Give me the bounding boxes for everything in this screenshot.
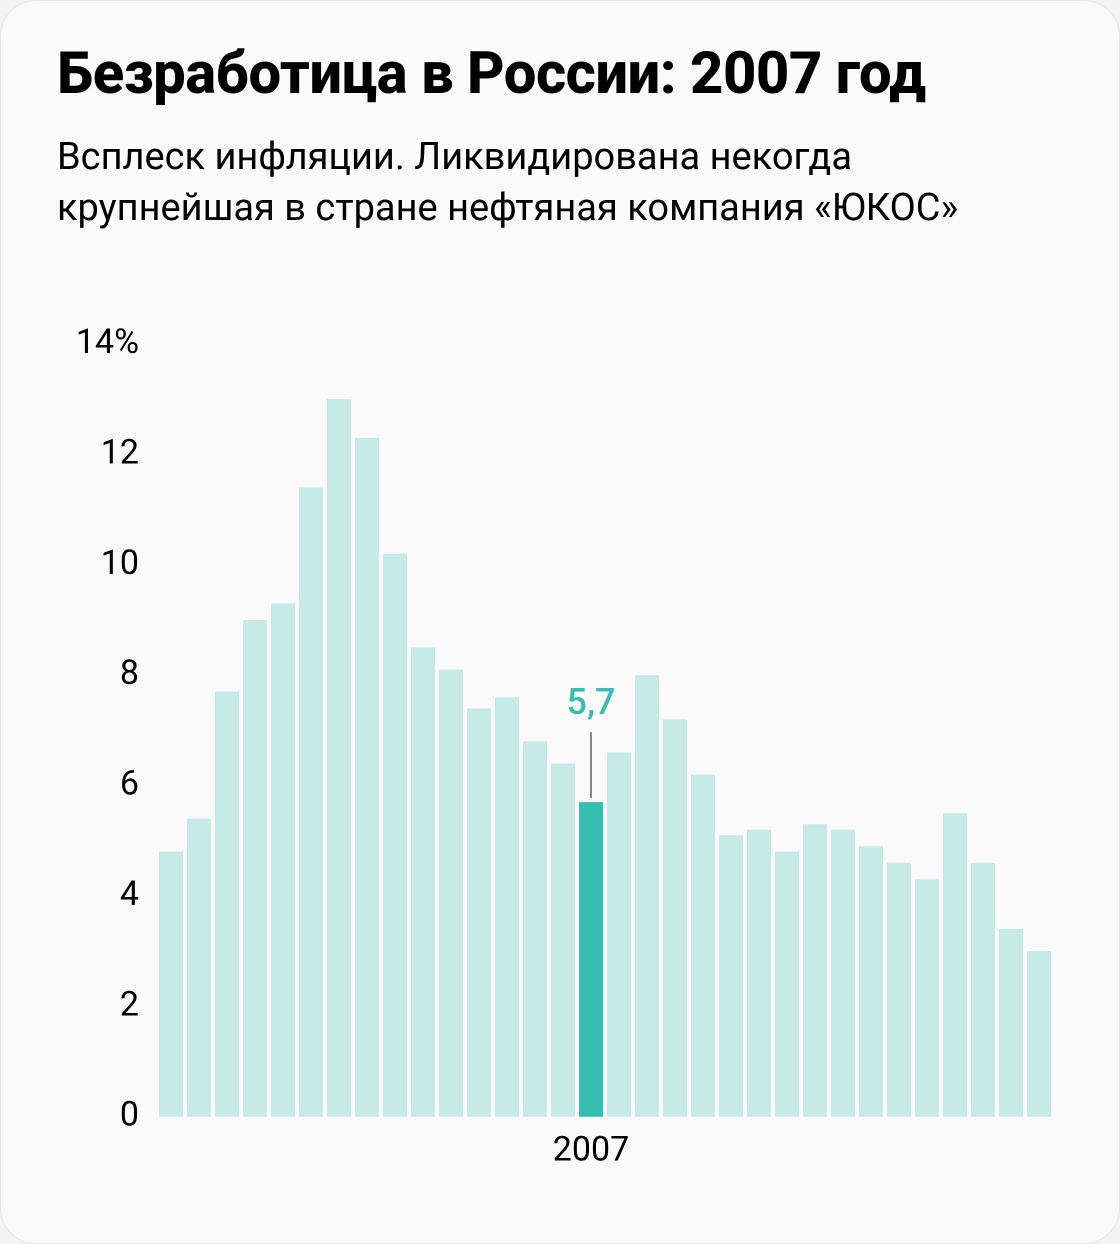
bar — [411, 648, 435, 1117]
bar-chart-svg: 0 2 4 6 8 10 12 14% 5,7 2007 — [57, 294, 1063, 1187]
bar — [803, 824, 827, 1117]
bar — [215, 692, 239, 1117]
y-tick-label: 2 — [120, 985, 139, 1025]
bar — [831, 830, 855, 1117]
x-tick-label: 2007 — [553, 1130, 629, 1170]
bar — [299, 488, 323, 1117]
bar — [915, 880, 939, 1117]
chart-area: 0 2 4 6 8 10 12 14% 5,7 2007 — [57, 294, 1063, 1187]
bar — [1027, 951, 1051, 1117]
bar — [439, 670, 463, 1117]
bar — [663, 720, 687, 1117]
bar — [327, 399, 351, 1117]
bar — [495, 698, 519, 1117]
bar — [271, 604, 295, 1117]
chart-subtitle: Всплеск инфляции. Ликвидирована некогда … — [57, 132, 1063, 235]
bar — [159, 852, 183, 1117]
y-tick-label: 14% — [76, 322, 139, 362]
bar — [943, 813, 967, 1117]
chart-card: Безработица в России: 2007 год Всплеск и… — [0, 0, 1120, 1244]
bar — [971, 863, 995, 1117]
bar — [859, 847, 883, 1117]
bar — [551, 764, 575, 1117]
chart-title: Безработица в России: 2007 год — [57, 41, 1063, 108]
bar — [999, 929, 1023, 1117]
bar-highlight — [579, 802, 603, 1117]
bar — [187, 819, 211, 1117]
bar — [383, 554, 407, 1117]
bar — [355, 438, 379, 1117]
y-tick-label: 0 — [120, 1095, 139, 1135]
y-tick-label: 4 — [120, 874, 139, 914]
bar — [775, 852, 799, 1117]
bar — [747, 830, 771, 1117]
bar — [719, 836, 743, 1118]
bar — [691, 775, 715, 1117]
bar — [887, 863, 911, 1117]
bar — [523, 742, 547, 1117]
callout-label: 5,7 — [567, 681, 616, 723]
bar — [607, 753, 631, 1117]
y-tick-label: 12 — [101, 433, 139, 473]
y-tick-label: 8 — [120, 653, 139, 693]
bar — [243, 620, 267, 1117]
bar — [467, 709, 491, 1117]
bar — [635, 675, 659, 1117]
y-tick-label: 10 — [101, 543, 139, 583]
y-tick-label: 6 — [120, 764, 139, 804]
